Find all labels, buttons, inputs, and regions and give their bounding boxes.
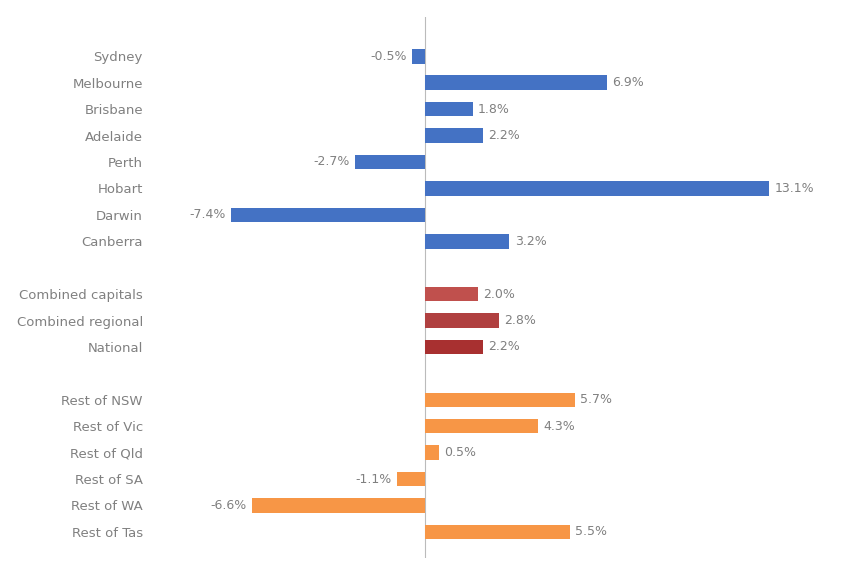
Text: 1.8%: 1.8% <box>477 103 509 116</box>
Text: 2.8%: 2.8% <box>504 314 536 327</box>
Bar <box>425 393 574 407</box>
Text: 2.2%: 2.2% <box>488 129 519 142</box>
Text: -1.1%: -1.1% <box>355 473 391 485</box>
Text: -6.6%: -6.6% <box>210 499 247 512</box>
Bar <box>425 340 483 354</box>
Text: 3.2%: 3.2% <box>514 235 546 248</box>
Text: 2.2%: 2.2% <box>488 340 519 354</box>
Text: 2.0%: 2.0% <box>483 288 514 301</box>
Text: -7.4%: -7.4% <box>189 208 226 221</box>
Bar <box>425 287 477 301</box>
Bar <box>425 234 509 248</box>
Bar <box>425 446 438 460</box>
Text: 5.5%: 5.5% <box>574 526 606 538</box>
Bar <box>425 102 472 116</box>
Text: -2.7%: -2.7% <box>313 155 349 168</box>
Bar <box>252 498 425 513</box>
Text: 5.7%: 5.7% <box>579 393 611 407</box>
Text: 13.1%: 13.1% <box>773 182 813 195</box>
Text: 6.9%: 6.9% <box>611 76 643 89</box>
Bar <box>425 181 768 196</box>
Bar <box>425 313 499 328</box>
Bar <box>425 128 483 143</box>
Bar <box>354 155 425 169</box>
Text: 4.3%: 4.3% <box>543 420 574 433</box>
Text: -0.5%: -0.5% <box>370 50 406 63</box>
Bar <box>425 419 537 434</box>
Bar <box>425 524 569 539</box>
Bar <box>412 49 425 64</box>
Text: 0.5%: 0.5% <box>443 446 475 459</box>
Bar <box>231 208 425 222</box>
Bar <box>396 472 425 486</box>
Bar <box>425 75 606 90</box>
